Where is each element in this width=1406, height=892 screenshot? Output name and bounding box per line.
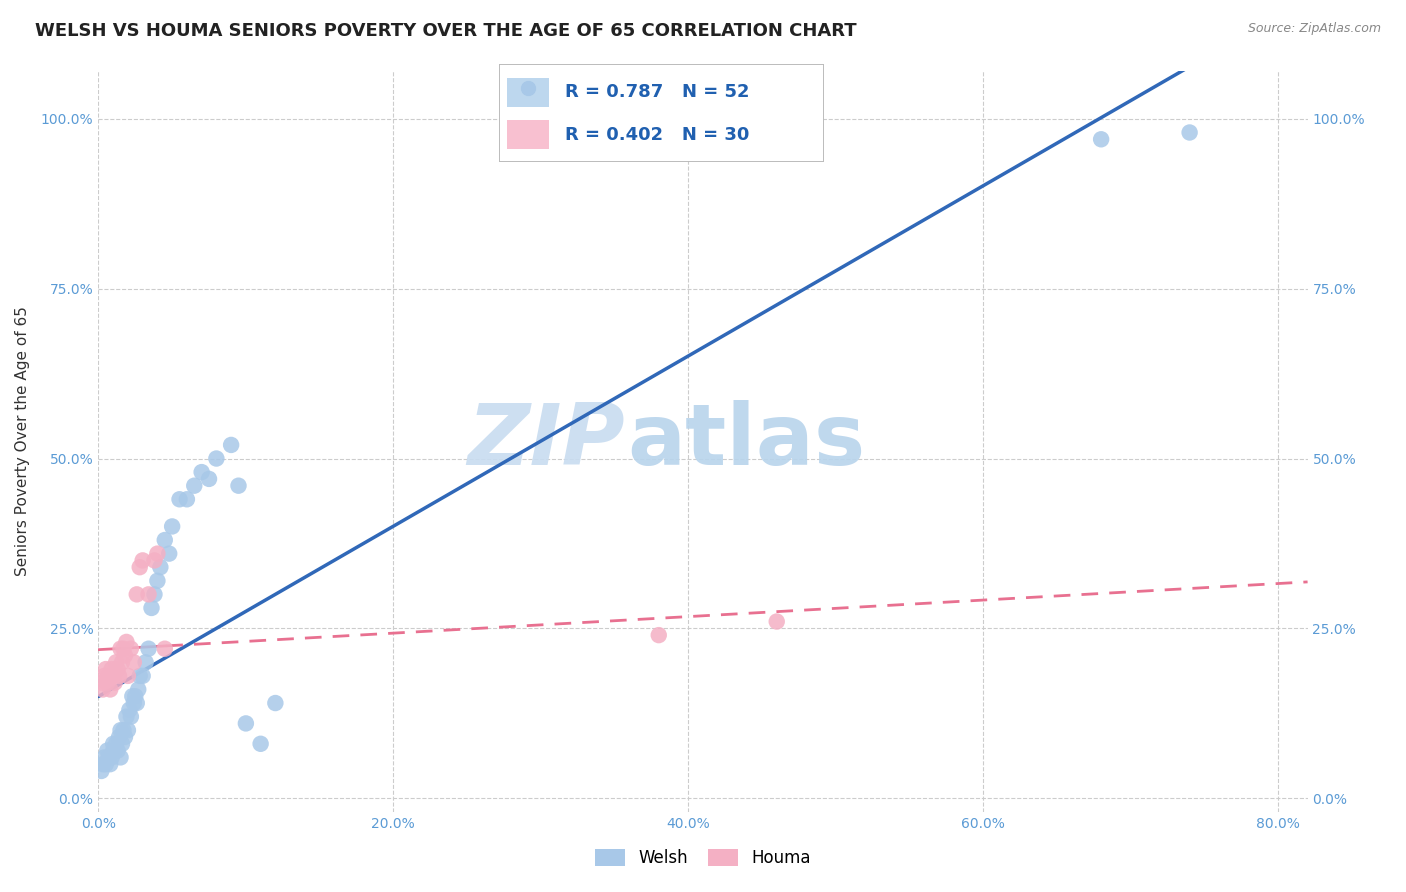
Point: [235, 716, 257, 731]
Point: [125, 587, 148, 601]
Point: [1178, 126, 1201, 140]
Point: [249, 737, 271, 751]
Point: [96, 675, 118, 690]
Point: [131, 669, 153, 683]
Point: [94, 757, 117, 772]
Point: [101, 737, 124, 751]
Point: [91, 682, 114, 697]
Point: [157, 547, 180, 561]
Point: [122, 696, 145, 710]
Point: [100, 750, 122, 764]
Point: [114, 730, 136, 744]
Point: [111, 737, 134, 751]
Point: [96, 743, 118, 757]
Point: [101, 669, 124, 683]
Point: [108, 669, 131, 683]
Point: [122, 655, 145, 669]
Point: [98, 757, 121, 772]
Point: [97, 669, 120, 683]
Point: [110, 750, 132, 764]
Point: [264, 696, 287, 710]
Point: [198, 472, 221, 486]
Point: [107, 662, 129, 676]
Bar: [508, 78, 550, 107]
Point: [153, 641, 176, 656]
Point: [90, 764, 112, 778]
Text: ZIP: ZIP: [467, 400, 624, 483]
Point: [97, 750, 120, 764]
Point: [117, 669, 139, 683]
Point: [125, 696, 148, 710]
Point: [135, 655, 157, 669]
Point: [110, 641, 132, 656]
Point: [114, 648, 136, 663]
Point: [131, 553, 153, 567]
Bar: [508, 120, 550, 149]
Point: [127, 682, 149, 697]
Point: [128, 669, 150, 683]
Point: [176, 492, 198, 507]
Point: [128, 560, 150, 574]
Point: [648, 628, 671, 642]
Point: [90, 675, 112, 690]
Point: [112, 723, 135, 738]
Point: [110, 723, 132, 738]
Point: [105, 655, 128, 669]
Text: Source: ZipAtlas.com: Source: ZipAtlas.com: [1247, 22, 1381, 36]
Point: [93, 669, 115, 683]
Point: [146, 574, 169, 588]
Point: [124, 690, 146, 704]
Point: [94, 662, 117, 676]
Point: [115, 635, 138, 649]
Point: [101, 743, 124, 757]
Point: [104, 675, 127, 690]
Point: [120, 641, 142, 656]
Text: R = 0.402   N = 30: R = 0.402 N = 30: [565, 126, 749, 144]
Point: [765, 615, 787, 629]
Point: [107, 743, 129, 757]
Point: [149, 560, 172, 574]
Point: [190, 465, 212, 479]
Point: [143, 587, 166, 601]
Point: [112, 641, 135, 656]
Point: [93, 750, 115, 764]
Point: [169, 492, 191, 507]
Point: [104, 743, 127, 757]
Point: [143, 553, 166, 567]
Point: [100, 662, 122, 676]
Point: [146, 547, 169, 561]
Point: [138, 641, 160, 656]
Point: [108, 730, 131, 744]
Point: [183, 478, 205, 492]
Point: [115, 709, 138, 723]
Point: [1090, 132, 1112, 146]
Text: R = 0.787   N = 52: R = 0.787 N = 52: [565, 83, 749, 101]
Point: [117, 723, 139, 738]
Point: [105, 737, 128, 751]
Point: [98, 682, 121, 697]
Legend: Welsh, Houma: Welsh, Houma: [589, 842, 817, 874]
Point: [138, 587, 160, 601]
Point: [160, 519, 183, 533]
Point: [219, 438, 242, 452]
Point: [205, 451, 228, 466]
Text: atlas: atlas: [627, 400, 865, 483]
Point: [121, 690, 143, 704]
Text: WELSH VS HOUMA SENIORS POVERTY OVER THE AGE OF 65 CORRELATION CHART: WELSH VS HOUMA SENIORS POVERTY OVER THE …: [35, 22, 856, 40]
Y-axis label: Seniors Poverty Over the Age of 65: Seniors Poverty Over the Age of 65: [15, 307, 30, 576]
Point: [120, 709, 142, 723]
Point: [91, 757, 114, 772]
Point: [153, 533, 176, 547]
Point: [141, 601, 163, 615]
Point: [111, 655, 134, 669]
Point: [118, 703, 141, 717]
Point: [228, 478, 250, 492]
